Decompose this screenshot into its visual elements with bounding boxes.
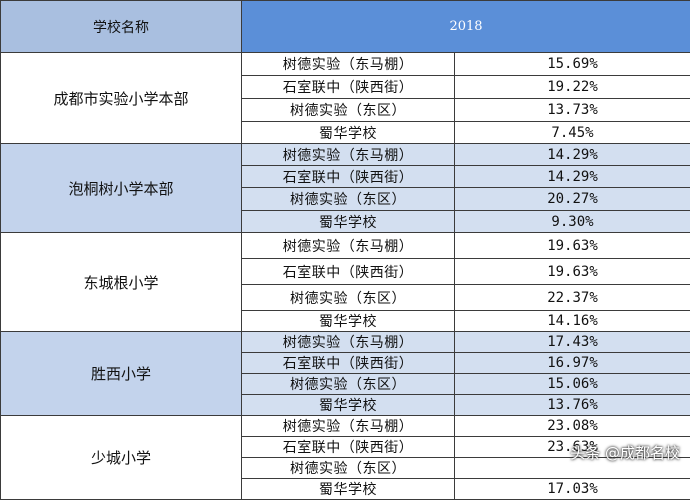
school-name-cell: 泡桐树小学本部 — [1, 144, 242, 233]
school-name-cell: 成都市实验小学本部 — [1, 53, 242, 144]
target-school-cell: 树德实验（东马棚） — [242, 332, 455, 353]
target-school-cell: 树德实验（东区） — [242, 188, 455, 211]
target-school-cell: 石室联中（陕西街） — [242, 76, 455, 99]
rate-cell: 22.37% — [455, 285, 690, 311]
rate-cell: 9.30% — [455, 211, 690, 233]
target-school-cell: 树德实验（东马棚） — [242, 144, 455, 166]
table-row: 东城根小学树德实验（东马棚）19.63% — [1, 233, 690, 259]
target-school-cell: 石室联中（陕西街） — [242, 259, 455, 285]
target-school-cell: 树德实验（东区） — [242, 99, 455, 122]
school-name-cell: 胜西小学 — [1, 332, 242, 416]
table-header-row: 学校名称 2018 — [1, 1, 690, 53]
target-school-cell: 蜀华学校 — [242, 211, 455, 233]
target-school-cell: 蜀华学校 — [242, 479, 455, 500]
target-school-cell: 树德实验（东马棚） — [242, 53, 455, 76]
target-school-cell: 树德实验（东马棚） — [242, 233, 455, 259]
target-school-cell: 蜀华学校 — [242, 311, 455, 332]
rate-cell: 19.63% — [455, 233, 690, 259]
table-row: 胜西小学树德实验（东马棚）17.43% — [1, 332, 690, 353]
target-school-cell: 石室联中（陕西街） — [242, 437, 455, 458]
rate-cell: 23.08% — [455, 416, 690, 437]
target-school-cell: 树德实验（东马棚） — [242, 416, 455, 437]
rate-cell: 15.69% — [455, 53, 690, 76]
header-school-name: 学校名称 — [1, 1, 242, 53]
target-school-cell: 树德实验（东区） — [242, 374, 455, 395]
rate-cell: 14.16% — [455, 311, 690, 332]
header-year: 2018 — [242, 1, 690, 53]
rate-cell: 7.45% — [455, 122, 690, 144]
rate-cell: 15.06% — [455, 374, 690, 395]
target-school-cell: 石室联中（陕西街） — [242, 166, 455, 188]
target-school-cell: 蜀华学校 — [242, 395, 455, 416]
rate-cell: 17.03% — [455, 479, 690, 500]
rate-cell: 16.97% — [455, 353, 690, 374]
target-school-cell: 树德实验（东区） — [242, 285, 455, 311]
target-school-cell: 树德实验（东区） — [242, 458, 455, 479]
watermark: 头条 @成都名校 — [570, 442, 680, 463]
rate-cell: 14.29% — [455, 144, 690, 166]
school-name-cell: 少城小学 — [1, 416, 242, 500]
rate-cell: 17.43% — [455, 332, 690, 353]
rate-cell: 13.73% — [455, 99, 690, 122]
target-school-cell: 石室联中（陕西街） — [242, 353, 455, 374]
table-row: 成都市实验小学本部树德实验（东马棚）15.69% — [1, 53, 690, 76]
target-school-cell: 蜀华学校 — [242, 122, 455, 144]
rate-cell: 19.63% — [455, 259, 690, 285]
rate-cell: 13.76% — [455, 395, 690, 416]
school-name-cell: 东城根小学 — [1, 233, 242, 332]
rate-cell: 14.29% — [455, 166, 690, 188]
rate-cell: 19.22% — [455, 76, 690, 99]
rate-cell: 20.27% — [455, 188, 690, 211]
table-row: 少城小学树德实验（东马棚）23.08% — [1, 416, 690, 437]
table-row: 泡桐树小学本部树德实验（东马棚）14.29% — [1, 144, 690, 166]
